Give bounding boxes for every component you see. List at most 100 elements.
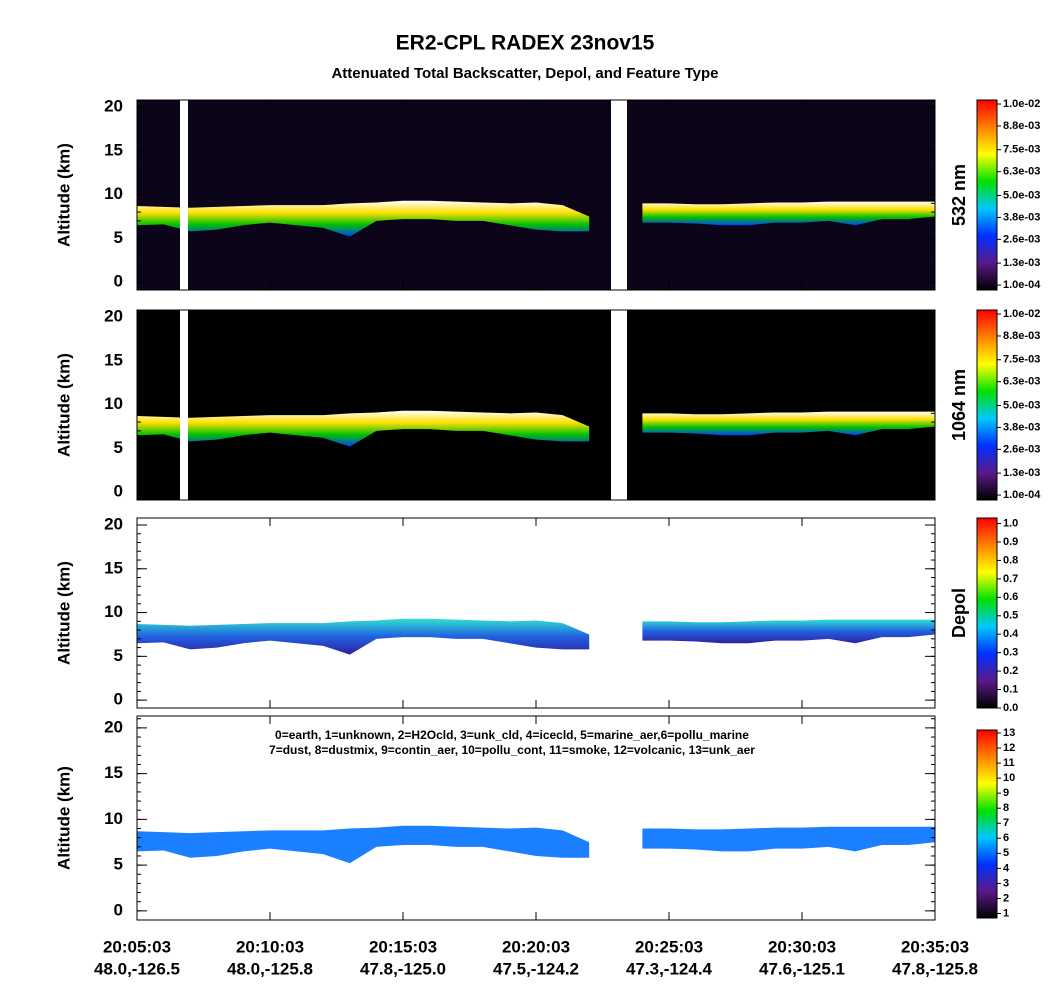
colorbar-tick-label: 0.8 [1003, 554, 1018, 566]
colorbar-tick-label: 6 [1003, 832, 1009, 844]
colorbar-tick-label: 12 [1003, 742, 1015, 754]
colorbar-label: 1064 nm [949, 369, 969, 441]
colorbar-tick-label: 1.3e-03 [1003, 257, 1040, 269]
y-tick-label: 20 [104, 306, 123, 325]
y-axis-label: Altitude (km) [54, 561, 73, 665]
plot-background [137, 518, 935, 708]
colorbar-tick-label: 2.6e-03 [1003, 233, 1040, 245]
y-tick-label: 20 [104, 514, 123, 533]
annotation: 7=dust, 8=dustmix, 9=contin_aer, 10=poll… [269, 743, 755, 757]
y-axis-label: Altitude (km) [54, 143, 73, 247]
colorbar-tick-label: 5.0e-03 [1003, 399, 1040, 411]
data-gap [180, 310, 188, 500]
colorbar-tick-label: 0.4 [1003, 628, 1019, 640]
y-tick-label: 5 [114, 646, 123, 665]
y-tick-label: 15 [104, 558, 123, 577]
x-tick-label: 20:15:03 [369, 937, 437, 956]
colorbar-tick-label: 1.0e-02 [1003, 308, 1040, 320]
colorbar-tick-label: 10 [1003, 772, 1015, 784]
x-tick-label: 20:10:03 [236, 937, 304, 956]
plot-background [137, 310, 935, 500]
y-tick-label: 0 [114, 272, 123, 291]
colorbar-tick-label: 8.8e-03 [1003, 120, 1040, 132]
y-tick-label: 5 [114, 228, 123, 247]
colorbar-tick-label: 6.3e-03 [1003, 376, 1040, 388]
colorbar-tick-label: 0.5 [1003, 610, 1018, 622]
colorbar-tick-label: 2.6e-03 [1003, 443, 1040, 455]
colorbar-tick-label: 1.3e-03 [1003, 467, 1040, 479]
y-tick-label: 5 [114, 855, 123, 874]
colorbar-tick-label: 1.0e-02 [1003, 98, 1040, 110]
colorbar-tick-label: 13 [1003, 727, 1015, 739]
colorbar-label: 532 nm [949, 164, 969, 226]
cloud-layer [642, 201, 935, 226]
cloud-layer [642, 619, 935, 644]
x-tick-label: 20:25:03 [635, 937, 703, 956]
colorbar-tick-label: 0.1 [1003, 683, 1018, 695]
colorbar-tick-label: 1.0e-04 [1003, 279, 1041, 291]
colorbar-tick-label: 0.0 [1003, 702, 1018, 714]
colorbar-tick-label: 0.6 [1003, 591, 1018, 603]
cloud-layer [137, 618, 590, 655]
plot-background [137, 100, 935, 290]
colorbar-tick-label: 3.8e-03 [1003, 421, 1040, 433]
colorbar-tick-label: 0.2 [1003, 665, 1018, 677]
y-tick-label: 20 [104, 96, 123, 115]
y-tick-label: 10 [104, 184, 123, 203]
x-tick-position: 47.5,-124.2 [493, 959, 579, 978]
x-tick-position: 47.8,-125.8 [892, 959, 978, 978]
colorbar-tick-label: 1.0 [1003, 517, 1018, 529]
data-gap [180, 100, 188, 290]
annotation: 0=earth, 1=unknown, 2=H2Ocld, 3=unk_cld,… [275, 728, 749, 742]
colorbar-tick-label: 7.5e-03 [1003, 144, 1040, 156]
y-axis-label: Altitude (km) [54, 353, 73, 457]
cloud-layer [137, 410, 590, 447]
x-tick-label: 20:20:03 [502, 937, 570, 956]
cloud-layer [137, 200, 590, 237]
x-tick-position: 47.3,-124.4 [626, 959, 713, 978]
colorbar-tick-label: 0.7 [1003, 573, 1018, 585]
chart-title: ER2-CPL RADEX 23nov15 [396, 32, 655, 55]
y-tick-label: 15 [104, 350, 123, 369]
y-tick-label: 0 [114, 482, 123, 501]
colorbar-tick-label: 7 [1003, 817, 1009, 829]
colorbar-tick-label: 1.0e-04 [1003, 489, 1041, 501]
y-tick-label: 10 [104, 809, 123, 828]
colorbar-tick-label: 3 [1003, 877, 1009, 889]
x-tick-position: 48.0,-125.8 [227, 959, 313, 978]
colorbar-tick-label: 6.3e-03 [1003, 166, 1040, 178]
colorbar-tick-label: 4 [1003, 862, 1010, 874]
y-tick-label: 0 [114, 900, 123, 919]
plot-background [137, 716, 935, 920]
colorbar-tick-label: 7.5e-03 [1003, 354, 1040, 366]
y-tick-label: 15 [104, 140, 123, 159]
x-tick-label: 20:30:03 [768, 937, 836, 956]
cloud-layer [642, 826, 935, 852]
y-axis-label: Altitude (km) [54, 766, 73, 870]
y-tick-label: 0 [114, 690, 123, 709]
cloud-layer [642, 411, 935, 436]
chart-subtitle: Attenuated Total Backscatter, Depol, and… [331, 65, 718, 82]
x-tick-position: 47.6,-125.1 [759, 959, 845, 978]
colorbar [976, 517, 998, 709]
data-gap [611, 310, 627, 500]
colorbar-tick-label: 3.8e-03 [1003, 211, 1040, 223]
data-gap [611, 100, 627, 290]
y-tick-label: 20 [104, 717, 123, 736]
x-tick-label: 20:05:03 [103, 937, 171, 956]
colorbar [976, 99, 998, 291]
colorbar-tick-label: 1 [1003, 907, 1009, 919]
x-tick-position: 47.8,-125.0 [360, 959, 446, 978]
colorbar [976, 309, 998, 501]
colorbar-tick-label: 2 [1003, 892, 1009, 904]
colorbar [976, 729, 998, 919]
cloud-layer [137, 825, 590, 864]
colorbar-tick-label: 8 [1003, 802, 1009, 814]
colorbar-tick-label: 5 [1003, 847, 1009, 859]
y-tick-label: 10 [104, 394, 123, 413]
colorbar-label: Depol [949, 588, 969, 638]
y-tick-label: 10 [104, 602, 123, 621]
y-tick-label: 5 [114, 438, 123, 457]
x-tick-label: 20:35:03 [901, 937, 969, 956]
